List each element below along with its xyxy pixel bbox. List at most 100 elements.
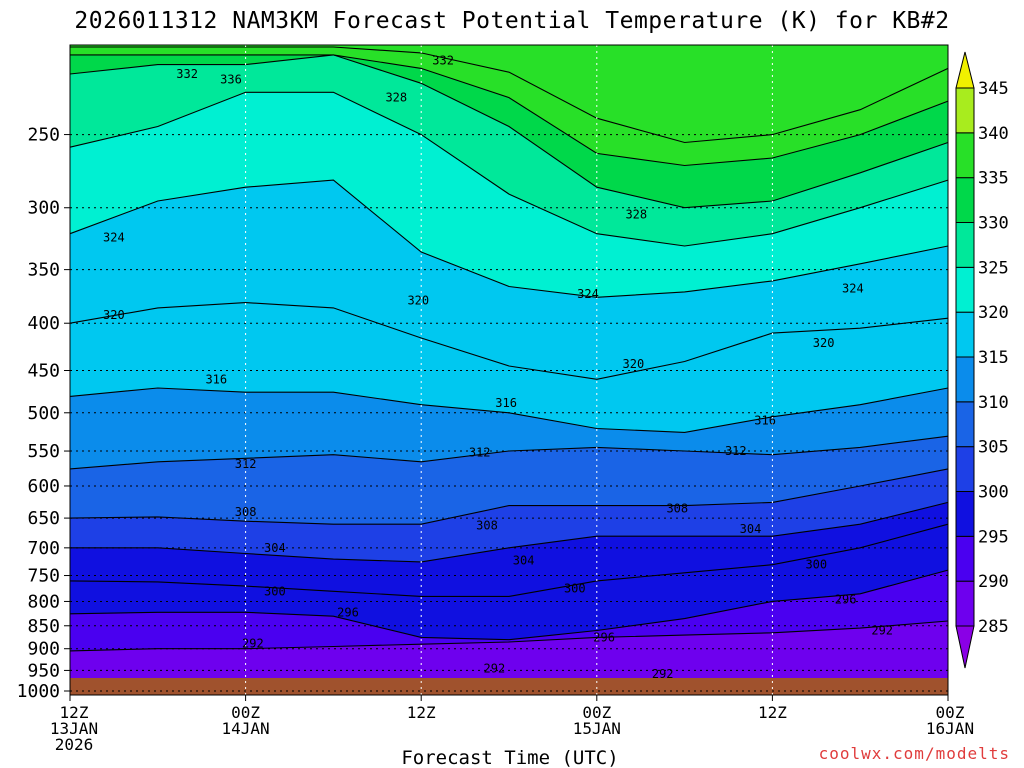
contour-label: 324 <box>103 230 125 244</box>
colorbar-segment <box>955 491 975 537</box>
x-tick-label: 12Z <box>60 703 89 722</box>
contour-label: 336 <box>220 73 242 87</box>
colorbar-tick-label: 310 <box>978 393 1009 413</box>
gridlines <box>70 45 948 695</box>
contour-label: 292 <box>484 661 506 675</box>
contour-308 <box>69 468 949 525</box>
colorbar-segment <box>955 446 975 492</box>
contour-328 <box>69 91 949 247</box>
x-tick-label: 2026 <box>55 735 94 754</box>
colorbar-segment <box>955 222 975 268</box>
colorbar-segment <box>955 177 975 224</box>
plot-area: 332 336 332 328 324 328 324 324 320 320 320 320 316 3… <box>69 44 949 696</box>
colorbar-tick-label: 305 <box>978 438 1009 458</box>
colorbar-tick-label: 295 <box>978 527 1009 547</box>
y-tick-label: 350 <box>27 260 60 281</box>
x-tick-label: 14JAN <box>222 719 270 738</box>
contour-label: 324 <box>577 287 599 301</box>
contour-label: 300 <box>264 584 286 598</box>
y-tick-label: 400 <box>27 313 60 334</box>
contour-label: 328 <box>625 207 647 221</box>
colorbar-tick-label: 340 <box>978 124 1009 144</box>
colorbar-tick-label: 290 <box>978 572 1009 592</box>
colorbar-max-triangle <box>955 51 975 89</box>
contour-label: 316 <box>495 396 517 410</box>
contour-340 <box>70 46 949 144</box>
contour-label: 292 <box>652 667 674 681</box>
contour-label: 308 <box>666 502 688 516</box>
y-tick-label: 750 <box>27 566 60 587</box>
contour-label: 320 <box>813 336 835 350</box>
contour-label: 316 <box>754 414 776 428</box>
contour-label: 300 <box>564 582 586 596</box>
contour-label: 320 <box>623 357 645 371</box>
y-tick-label: 600 <box>27 476 60 497</box>
x-tick-label: 00Z <box>936 703 965 722</box>
y-tick-label: 550 <box>27 441 60 462</box>
contour-label: 292 <box>871 624 893 638</box>
colorbar-segment <box>955 87 975 134</box>
colorbar-segment <box>955 401 975 448</box>
x-tick-label: 16JAN <box>926 719 974 738</box>
colorbar-segment <box>955 580 975 627</box>
y-tick-label: 500 <box>27 403 60 424</box>
contour-label: 320 <box>407 294 429 308</box>
contour-label: 316 <box>205 372 227 386</box>
y-tick-label: 800 <box>27 591 60 612</box>
color-fill-bands <box>70 45 948 695</box>
x-tick-label: 12Z <box>407 703 436 722</box>
y-tick-label: 300 <box>27 198 60 219</box>
band-340 <box>70 45 948 143</box>
colorbar-tick-label: 325 <box>978 258 1009 278</box>
colorbar-tick-label: 330 <box>978 214 1009 234</box>
colorbar-tick-label: 285 <box>978 617 1009 637</box>
chart-title: 2026011312 NAM3KM Forecast Potential Tem… <box>74 8 949 34</box>
contour-292 <box>69 620 949 652</box>
colorbar-tick-label: 320 <box>978 303 1009 323</box>
y-tick-label: 450 <box>27 361 60 382</box>
contour-label: 296 <box>337 605 359 619</box>
contour-label: 320 <box>103 308 125 322</box>
colorbar-legend: 285 290 295 300 305 310 315 320 325 330 335 340 345 <box>955 51 1009 669</box>
y-tick-label: 700 <box>27 538 60 559</box>
contour-label: 324 <box>842 282 864 296</box>
contour-324 <box>69 179 949 298</box>
y-tick-label: 250 <box>27 125 60 146</box>
colorbar-segment <box>955 356 975 403</box>
contour-labels: 332 336 332 328 324 328 324 324 320 320 320 320 316 3… <box>103 54 893 681</box>
contour-300 <box>69 523 949 597</box>
y-tick-label: 650 <box>27 508 60 529</box>
contour-332 <box>69 54 949 209</box>
colorbar-tick-label: 345 <box>978 79 1009 99</box>
contour-label: 304 <box>264 541 286 555</box>
contour-320 <box>69 302 949 380</box>
contour-296 <box>69 569 949 641</box>
colorbar-segment <box>955 132 975 179</box>
contour-336 <box>70 54 949 167</box>
colorbar-min-triangle <box>955 625 975 669</box>
contour-label: 312 <box>469 446 491 460</box>
y-tick-label: 900 <box>27 639 60 660</box>
contour-label: 312 <box>235 457 257 471</box>
colorbar-segment <box>955 311 975 358</box>
contour-label: 300 <box>805 558 827 572</box>
x-tick-label: 00Z <box>582 703 611 722</box>
y-tick-label: 1000 <box>17 681 60 702</box>
x-tick-label: 00Z <box>231 703 260 722</box>
contour-label: 308 <box>476 518 498 532</box>
x-tick-label: 13JAN <box>50 719 98 738</box>
colorbar-segment <box>955 535 975 582</box>
ground-surface <box>70 678 948 695</box>
contour-label: 296 <box>835 592 857 606</box>
colorbar-tick-label: 335 <box>978 169 1009 189</box>
y-tick-label: 950 <box>27 660 60 681</box>
x-axis-label: Forecast Time (UTC) <box>401 747 618 768</box>
contour-label: 292 <box>242 636 264 650</box>
x-tick-label: 12Z <box>758 703 787 722</box>
contour-label: 328 <box>385 91 407 105</box>
contour-label: 304 <box>513 553 535 567</box>
contour-label: 332 <box>176 67 198 81</box>
